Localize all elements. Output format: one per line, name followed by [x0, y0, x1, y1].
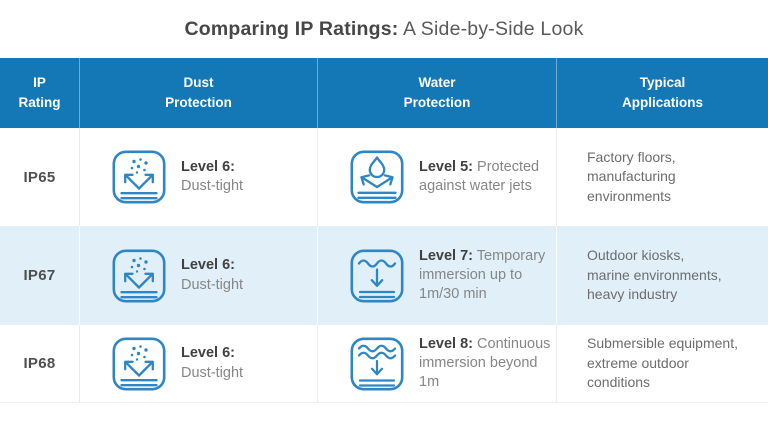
header-cell-typical-applications: Typical Applications: [557, 58, 768, 128]
header-line: Protection: [403, 95, 471, 110]
table-body: IP65 Level 6: Dust-tight Level 5: Protec…: [0, 128, 768, 403]
ip-rating-label: IP67: [23, 267, 56, 284]
dust-level-label: Level 6:: [181, 158, 235, 175]
ip-rating-cell: IP68: [0, 325, 80, 402]
typical-applications-cell: Submersible equipment, extreme outdoor c…: [557, 325, 768, 402]
water-level-desc: Protected against water jets: [419, 158, 540, 194]
dust-level-desc: Dust-tight: [181, 178, 244, 194]
ip-rating-cell: IP65: [0, 128, 80, 226]
ip-rating-label: IP68: [23, 355, 56, 372]
water-level-label: Level 5:: [419, 158, 473, 175]
water-protection-text: Level 8: Continuous immersion beyond 1m: [419, 335, 556, 392]
header-line: Protection: [165, 95, 232, 110]
table-row: IP67 Level 6: Dust-tight Level 7: Tempor…: [0, 226, 768, 325]
water-protection-cell: Level 7: Temporary immersion up to 1m/30…: [318, 226, 557, 325]
water-protection-cell: Level 8: Continuous immersion beyond 1m: [318, 325, 557, 402]
dust-protection-cell: Level 6: Dust-tight: [80, 128, 318, 226]
water-level-label: Level 8:: [419, 335, 473, 352]
header-line: Dust: [183, 75, 214, 91]
dust-tight-icon: [111, 336, 167, 392]
header-line: Rating: [18, 95, 61, 110]
continuous-immersion-icon: [349, 336, 405, 392]
page-title-rest: A Side-by-Side Look: [403, 18, 584, 40]
dust-level-label: Level 6:: [181, 345, 235, 362]
table-row: IP68 Level 6: Dust-tight Level 8: Contin…: [0, 325, 768, 403]
typical-applications-cell: Outdoor kiosks, marine environments, hea…: [557, 226, 768, 325]
header-cell-dust-protection: Dust Protection: [80, 58, 318, 128]
typical-applications-cell: Factory floors, manufacturing environmen…: [557, 128, 768, 226]
dust-tight-icon: [111, 149, 167, 205]
header-line: Applications: [621, 95, 703, 110]
temporary-immersion-icon: [349, 248, 405, 304]
dust-protection-text: Level 6: Dust-tight: [181, 158, 243, 196]
dust-protection-cell: Level 6: Dust-tight: [80, 325, 318, 402]
page-title: Comparing IP Ratings: A Side-by-Side Loo…: [0, 0, 768, 42]
table-row: IP65 Level 6: Dust-tight Level 5: Protec…: [0, 128, 768, 226]
applications-text: Submersible equipment, extreme outdoor c…: [587, 335, 738, 391]
applications-text: Outdoor kiosks, marine environments, hea…: [587, 247, 722, 303]
header-cell-water-protection: Water Protection: [318, 58, 557, 128]
dust-level-label: Level 6:: [181, 257, 235, 274]
water-protection-text: Level 7: Temporary immersion up to 1m/30…: [419, 247, 556, 304]
water-protection-text: Level 5: Protected against water jets: [419, 158, 556, 196]
header-cell-ip-rating: IP Rating: [0, 58, 80, 128]
ip-rating-cell: IP67: [0, 226, 80, 325]
table-header-row: IP Rating Dust Protection Water Protecti…: [0, 58, 768, 128]
dust-level-desc: Dust-tight: [181, 276, 244, 293]
page-title-bold: Comparing IP Ratings:: [184, 18, 399, 40]
applications-text: Factory floors, manufacturing environmen…: [587, 148, 676, 204]
water-level-desc: Temporary immersion up to 1m/30 min: [419, 247, 546, 303]
ip-ratings-table: IP Rating Dust Protection Water Protecti…: [0, 58, 768, 403]
dust-tight-icon: [111, 248, 167, 304]
dust-protection-cell: Level 6: Dust-tight: [80, 226, 318, 325]
water-level-desc: Continuous immersion beyond 1m: [419, 335, 551, 391]
header-line: IP: [33, 75, 46, 91]
water-protection-cell: Level 5: Protected against water jets: [318, 128, 557, 226]
dust-level-desc: Dust-tight: [181, 364, 244, 381]
header-line: Typical: [639, 75, 686, 91]
dust-protection-text: Level 6: Dust-tight: [181, 344, 243, 382]
header-line: Water: [418, 75, 456, 91]
water-level-label: Level 7:: [419, 247, 473, 264]
ip-rating-label: IP65: [23, 168, 56, 186]
water-jets-icon: [349, 149, 405, 205]
dust-protection-text: Level 6: Dust-tight: [181, 256, 243, 294]
